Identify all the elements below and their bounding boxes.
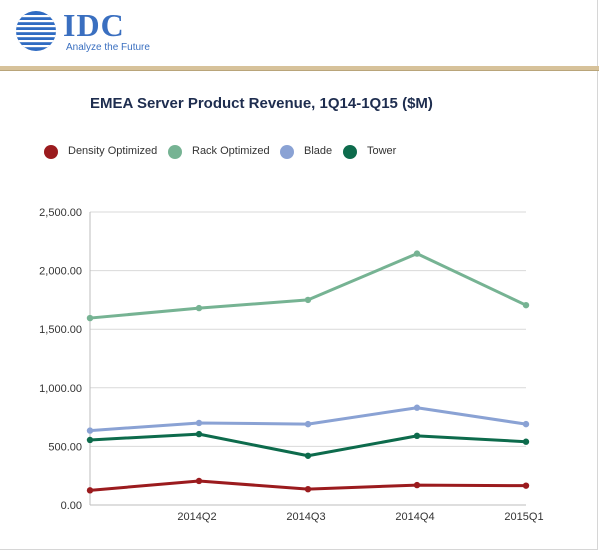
legend-marker bbox=[44, 145, 58, 159]
y-tick-label: 2,500.00 bbox=[39, 207, 82, 219]
header-divider bbox=[0, 66, 599, 71]
data-point bbox=[522, 301, 530, 309]
logo-wordmark: IDC bbox=[63, 7, 125, 43]
data-point bbox=[522, 482, 530, 489]
data-point bbox=[522, 420, 530, 428]
legend-marker bbox=[280, 145, 294, 159]
series-line bbox=[88, 432, 528, 458]
x-tick-label: 2014Q3 bbox=[286, 511, 325, 523]
x-tick-label: 2014Q4 bbox=[395, 511, 434, 523]
data-point bbox=[195, 304, 203, 312]
legend-label: Density Optimized bbox=[68, 145, 158, 157]
data-point bbox=[86, 427, 94, 434]
data-point bbox=[413, 250, 421, 257]
globe-icon bbox=[16, 11, 56, 51]
data-point bbox=[86, 436, 94, 444]
data-point bbox=[413, 404, 421, 411]
data-point bbox=[304, 296, 312, 304]
series-line bbox=[88, 252, 528, 320]
data-point bbox=[413, 481, 421, 489]
legend-marker bbox=[343, 145, 357, 159]
x-tick-label: 2014Q2 bbox=[177, 511, 216, 523]
idc-logo[interactable]: IDC Analyze the Future bbox=[14, 7, 184, 55]
data-point bbox=[86, 487, 94, 494]
legend-label: Blade bbox=[304, 145, 333, 157]
legend-label: Rack Optimized bbox=[192, 145, 270, 157]
report-header: IDC Analyze the Future bbox=[0, 0, 599, 66]
logo-tagline: Analyze the Future bbox=[66, 42, 150, 53]
y-tick-label: 2,000.00 bbox=[39, 266, 82, 278]
data-point bbox=[86, 314, 94, 322]
y-tick-label: 0.00 bbox=[61, 500, 82, 512]
chart-title: EMEA Server Product Revenue, 1Q14-1Q15 (… bbox=[90, 95, 433, 112]
data-point bbox=[413, 432, 421, 440]
y-tick-label: 1,500.00 bbox=[39, 324, 82, 336]
data-point bbox=[304, 452, 312, 459]
y-tick-label: 500.00 bbox=[48, 441, 82, 453]
data-point bbox=[195, 477, 203, 485]
data-point bbox=[522, 438, 530, 445]
data-point bbox=[304, 420, 312, 428]
data-point bbox=[195, 430, 203, 438]
y-tick-label: 1,000.00 bbox=[39, 383, 82, 395]
data-point bbox=[195, 419, 203, 427]
legend-marker bbox=[168, 145, 182, 159]
legend-label: Tower bbox=[367, 145, 397, 157]
x-tick-label: 2015Q1 bbox=[504, 511, 543, 523]
data-point bbox=[304, 485, 312, 493]
